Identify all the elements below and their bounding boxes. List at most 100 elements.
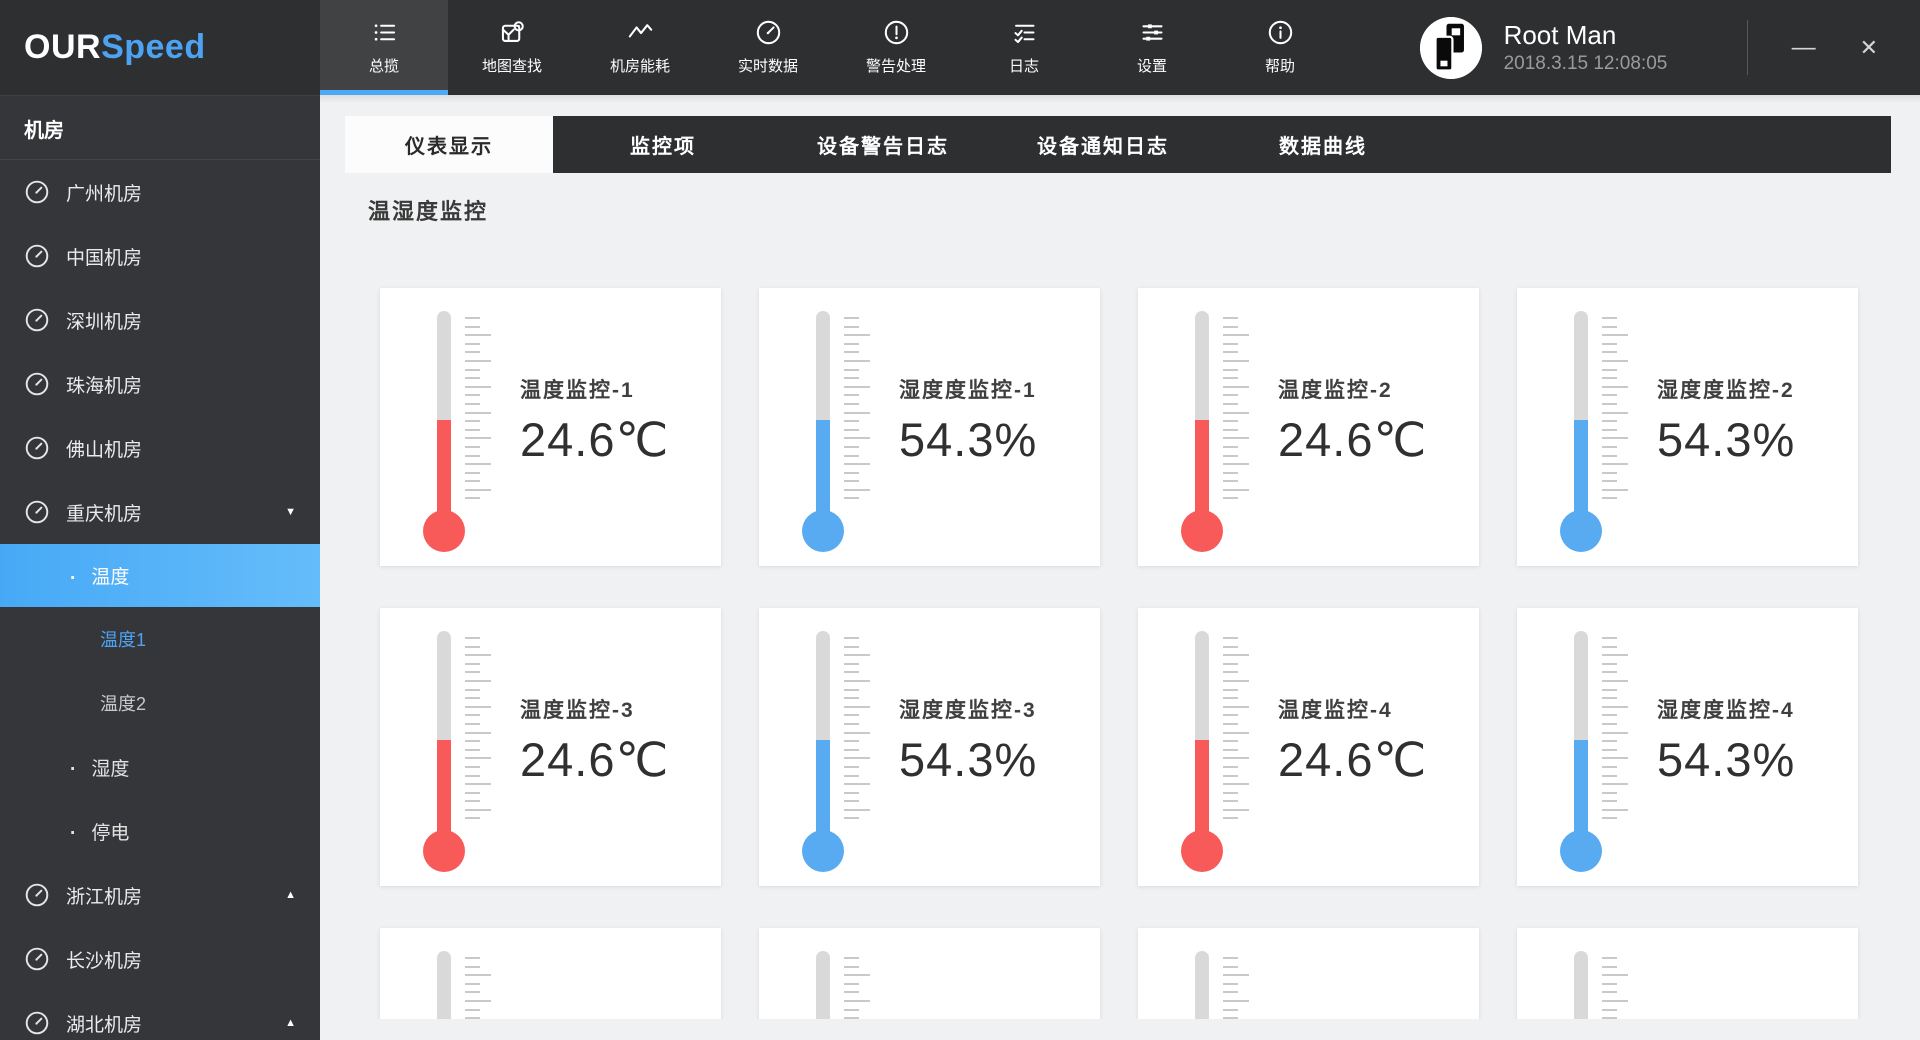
gauge-label: 湿度度监控-4 xyxy=(1657,699,1795,722)
gauge-icon xyxy=(24,499,50,525)
chevron-up-icon[interactable]: ▲ xyxy=(285,1017,296,1029)
top-bar: OUR Speed 总揽 地图查找 机房能耗 实时数据 xyxy=(0,0,1920,95)
gauge-value: 54.3% xyxy=(899,413,1038,466)
close-icon[interactable]: ✕ xyxy=(1859,34,1878,60)
thermometer-tube xyxy=(1195,951,1209,1019)
gauge-label: 温度监控-4 xyxy=(1278,699,1393,722)
thermometer-scale xyxy=(1223,957,1251,1019)
gauge-card-humidity-2: 湿度度监控-2 54.3% xyxy=(1517,288,1858,566)
sidebar-item-label: 长沙机房 xyxy=(66,950,143,972)
gauge-card-humidity-4: 湿度度监控-4 54.3% xyxy=(1517,608,1858,886)
gauge-label: 温度监控-2 xyxy=(1278,379,1393,402)
nav-item-settings[interactable]: 设置 xyxy=(1088,0,1216,95)
bullet-icon: · xyxy=(68,559,78,591)
sidebar-item-label: 深圳机房 xyxy=(66,311,143,333)
gauge-value: 24.6℃ xyxy=(520,733,670,786)
tab-bar: 仪表显示 监控项 设备警告日志 设备通知日志 数据曲线 xyxy=(345,116,1891,173)
sidebar-subitem-temperature2[interactable]: 温度2 xyxy=(0,671,320,735)
gauge-icon xyxy=(24,882,50,908)
tab-bar-dark: 监控项 设备警告日志 设备通知日志 数据曲线 xyxy=(553,116,1891,173)
gauge-card-partial xyxy=(380,928,721,1019)
thermometer-scale xyxy=(1602,637,1630,826)
chevron-down-icon[interactable]: ▼ xyxy=(285,506,296,518)
nav-item-realtime-data[interactable]: 实时数据 xyxy=(704,0,832,95)
nav-item-energy[interactable]: 机房能耗 xyxy=(576,0,704,95)
logo-text-primary: OUR xyxy=(24,28,102,66)
thermometer-scale xyxy=(1602,957,1630,1019)
gauge-card-humidity-1: 湿度度监控-1 54.3% xyxy=(759,288,1100,566)
thermometer-fill xyxy=(816,740,830,851)
tab-device-notice-log[interactable]: 设备通知日志 xyxy=(1037,136,1169,158)
nav-item-map-search[interactable]: 地图查找 xyxy=(448,0,576,95)
tab-gauge-display[interactable]: 仪表显示 xyxy=(345,116,553,173)
gauge-value: 24.6℃ xyxy=(1278,733,1428,786)
thermometer-fill xyxy=(437,420,451,531)
sidebar-item-label: 中国机房 xyxy=(66,247,143,269)
nav-item-alerts[interactable]: 警告处理 xyxy=(832,0,960,95)
sidebar-item-foshan[interactable]: 佛山机房 xyxy=(0,416,320,480)
sidebar-item-zhongguo[interactable]: 中国机房 xyxy=(0,224,320,288)
alert-exclamation-icon xyxy=(883,19,910,46)
logo-text-accent: Speed xyxy=(101,28,206,66)
thermometer-tube xyxy=(816,951,830,1019)
thermometer-scale xyxy=(1223,317,1251,506)
realtime-gauge-icon xyxy=(755,19,782,46)
nav-item-help[interactable]: 帮助 xyxy=(1216,0,1344,95)
nav-item-label: 警告处理 xyxy=(865,58,926,75)
settings-sliders-icon xyxy=(1139,19,1166,46)
thermometer-bulb xyxy=(423,510,465,552)
gauge-label: 湿度度监控-3 xyxy=(899,699,1037,722)
gauge-icon xyxy=(24,371,50,397)
thermometer-fill xyxy=(816,420,830,531)
thermometer-bulb xyxy=(1181,830,1223,872)
gauge-card-partial xyxy=(759,928,1100,1019)
sidebar-subitem-label: 温度 xyxy=(91,567,130,588)
chevron-up-icon[interactable]: ▲ xyxy=(285,889,296,901)
user-name: Root Man xyxy=(1503,20,1617,50)
sidebar-subitem-humidity[interactable]: · 湿度 xyxy=(0,735,320,799)
sidebar-item-zhuhai[interactable]: 珠海机房 xyxy=(0,352,320,416)
thermometer-fill xyxy=(1574,740,1588,851)
sidebar-item-label: 浙江机房 xyxy=(66,886,143,908)
thermometer-tube xyxy=(437,951,451,1019)
gauge-label: 温度监控-3 xyxy=(520,699,635,722)
thermometer-tube xyxy=(1574,951,1588,1019)
sidebar-item-zhejiang[interactable]: 浙江机房 ▲ xyxy=(0,863,320,927)
minimize-icon[interactable]: — xyxy=(1791,33,1816,61)
map-search-icon xyxy=(499,19,526,46)
sidebar-item-label: 广州机房 xyxy=(66,183,143,205)
nav-item-label: 日志 xyxy=(1008,58,1039,75)
thermometer-tube xyxy=(1574,631,1588,851)
sidebar-item-label: 佛山机房 xyxy=(66,439,143,461)
tab-data-curve[interactable]: 数据曲线 xyxy=(1279,136,1367,158)
user-divider xyxy=(1746,20,1748,75)
avatar[interactable] xyxy=(1419,16,1482,79)
current-datetime: 2018.3.15 12:08:05 xyxy=(1503,53,1668,74)
sidebar-subitem-temperature[interactable]: · 温度 xyxy=(0,544,320,607)
gauge-value: 24.6℃ xyxy=(520,413,670,466)
gauge-card-temperature-4: 温度监控-4 24.6℃ xyxy=(1138,608,1479,886)
nav-item-logs[interactable]: 日志 xyxy=(960,0,1088,95)
tab-monitor-items[interactable]: 监控项 xyxy=(630,136,696,158)
sidebar-item-guangzhou[interactable]: 广州机房 xyxy=(0,160,320,224)
main-content: 仪表显示 监控项 设备警告日志 设备通知日志 数据曲线 温湿度监控 温度监控-1… xyxy=(320,95,1920,1040)
gauge-icon xyxy=(24,179,50,205)
gauge-label: 湿度度监控-2 xyxy=(1657,379,1795,402)
sidebar-item-changsha[interactable]: 长沙机房 xyxy=(0,927,320,991)
sidebar-item-chongqing[interactable]: 重庆机房 ▼ xyxy=(0,480,320,544)
gauge-card-humidity-3: 湿度度监控-3 54.3% xyxy=(759,608,1100,886)
nav-item-overview[interactable]: 总揽 xyxy=(320,0,448,95)
sidebar-subitem-temperature1[interactable]: 温度1 xyxy=(0,607,320,671)
gauge-label: 温度监控-1 xyxy=(520,379,635,402)
sidebar-item-hubei[interactable]: 湖北机房 ▲ xyxy=(0,991,320,1040)
nav-item-label: 帮助 xyxy=(1264,58,1295,75)
gauge-card-partial xyxy=(1517,928,1858,1019)
sidebar-subitem-label: 湿度 xyxy=(91,758,130,780)
tab-device-alert-log[interactable]: 设备警告日志 xyxy=(817,136,949,158)
user-info: Root Man 2018.3.15 12:08:05 xyxy=(1504,20,1719,75)
sidebar-subitem-power-outage[interactable]: · 停电 xyxy=(0,799,320,863)
sidebar: 机房 广州机房 中国机房 深圳机房 珠海机房 佛山机房 重庆机房 ▼ · xyxy=(0,95,320,1040)
thermometer-scale xyxy=(465,957,493,1019)
sidebar-item-shenzhen[interactable]: 深圳机房 xyxy=(0,288,320,352)
sidebar-item-label: 重庆机房 xyxy=(66,503,143,525)
